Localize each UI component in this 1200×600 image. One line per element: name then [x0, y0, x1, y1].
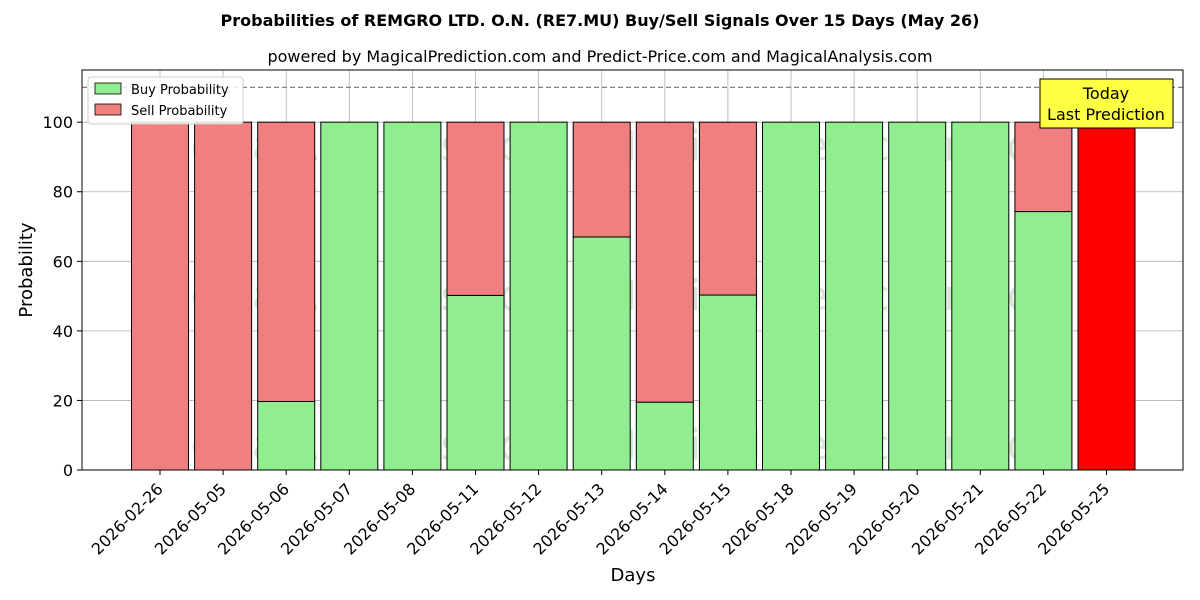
bar-sell: [635, 121, 694, 403]
legend-label-buy: Buy Probability: [131, 83, 229, 98]
bar-buy: [762, 121, 820, 471]
chart-subtitle: powered by MagicalPrediction.com and Pre…: [267, 47, 932, 66]
bar-sell: [572, 121, 631, 238]
y-tick-label: 80: [53, 183, 73, 202]
y-tick-label: 20: [53, 391, 73, 410]
bar-buy: [888, 121, 947, 471]
bar-buy: [320, 121, 379, 471]
bar-sell: [257, 121, 316, 402]
bar-buy: [257, 400, 316, 471]
y-tick-label: 100: [42, 113, 73, 132]
bar-buy: [572, 236, 631, 471]
legend: Buy Probability Sell Probability: [87, 76, 244, 125]
bar-sell: [194, 121, 253, 471]
legend-label-sell: Sell Probability: [131, 104, 228, 119]
annotation-line2: Last Prediction: [1047, 105, 1165, 124]
legend-swatch-buy: [94, 82, 122, 95]
x-axis-label: Days: [611, 565, 656, 586]
y-axis-label: Probability: [16, 222, 37, 317]
bar-sell: [131, 121, 189, 471]
plot-frame: [81, 69, 1184, 471]
today-annotation: Today Last Prediction: [1039, 78, 1174, 129]
bars: [131, 121, 1136, 471]
bar-sell-today: [1077, 121, 1136, 471]
legend-swatch-sell: [94, 103, 122, 116]
y-axis-ticks: 0 20 40 60 80 100: [42, 113, 82, 480]
x-axis-ticks: 2026-02-262026-05-052026-05-062026-05-07…: [88, 470, 1113, 559]
bar-buy: [825, 121, 884, 471]
bar-buy: [1014, 211, 1073, 471]
chart-title: Probabilities of REMGRO LTD. O.N. (RE7.M…: [221, 11, 980, 30]
bar-sell: [446, 121, 505, 296]
y-tick-label: 40: [53, 322, 73, 341]
bar-buy: [446, 294, 505, 471]
y-tick-label: 0: [63, 461, 73, 480]
bar-sell: [1014, 121, 1073, 213]
legend-box: [87, 76, 244, 125]
annotation-box: [1039, 78, 1174, 129]
bar-buy: [951, 121, 1010, 471]
y-tick-label: 60: [53, 252, 73, 271]
annotation-line1: Today: [1082, 84, 1129, 103]
bar-buy: [383, 121, 442, 471]
bar-buy: [635, 401, 694, 471]
bar-buy: [509, 121, 568, 471]
bar-buy: [698, 294, 757, 471]
bar-sell: [698, 121, 757, 296]
